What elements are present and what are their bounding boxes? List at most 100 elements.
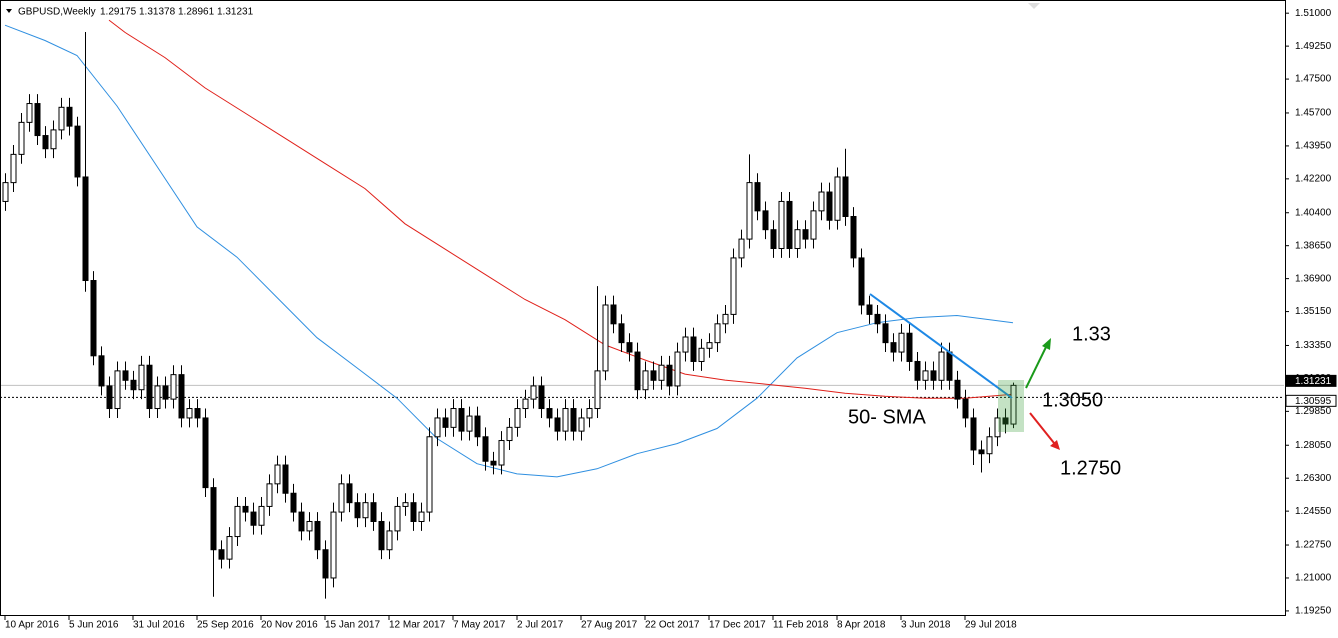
- candle-body: [514, 408, 521, 428]
- annotation: 1.33: [1072, 323, 1111, 345]
- x-tick-label: 31 Jul 2016: [133, 620, 185, 631]
- x-tick-label: 8 Apr 2018: [837, 620, 886, 631]
- candle-body: [674, 351, 681, 387]
- candle-body: [362, 502, 369, 519]
- candle-body: [10, 153, 17, 184]
- candle-body: [738, 238, 745, 259]
- candle-body: [466, 415, 473, 432]
- candle-body: [786, 200, 793, 250]
- candle-body: [2, 182, 9, 202]
- candle-body: [946, 351, 953, 381]
- candle-body: [834, 176, 841, 221]
- candle-body: [1002, 417, 1009, 425]
- y-tick-label: 1.19250: [1295, 606, 1332, 617]
- candle-body: [850, 216, 857, 259]
- candle-body: [546, 408, 553, 419]
- y-tick-label: 1.40400: [1295, 207, 1332, 218]
- candle-body: [642, 370, 649, 391]
- candle-body: [186, 408, 193, 419]
- candle-body: [746, 182, 753, 240]
- candle-body: [754, 182, 761, 212]
- candle-body: [626, 342, 633, 353]
- candle-body: [962, 398, 969, 419]
- candle-body: [594, 370, 601, 410]
- candle-body: [170, 374, 177, 400]
- up-arrow: [1025, 344, 1048, 389]
- price-label-box: [1285, 374, 1337, 387]
- candle-body: [50, 129, 57, 150]
- candle-body: [826, 191, 833, 221]
- price-label: 1.31231: [1295, 376, 1332, 387]
- x-tick-label: 17 Dec 2017: [709, 620, 766, 631]
- candle-body: [682, 336, 689, 353]
- candle-body: [794, 229, 801, 250]
- y-tick-label: 1.28050: [1295, 440, 1332, 451]
- candle-body: [690, 336, 697, 362]
- down-arrow-head: [1050, 440, 1060, 450]
- candle-body: [306, 520, 313, 532]
- candle-body: [506, 426, 513, 442]
- candle-body: [122, 370, 129, 381]
- candle-body: [986, 436, 993, 455]
- candle-body: [226, 536, 233, 560]
- candle-body: [98, 355, 105, 387]
- candle-body: [1010, 384, 1017, 425]
- candle-body: [194, 408, 201, 419]
- candle-body: [634, 351, 641, 391]
- candle-body: [234, 505, 241, 538]
- y-tick-label: 1.29850: [1295, 406, 1332, 417]
- y-tick-label: 1.35150: [1295, 306, 1332, 317]
- candle-body: [650, 370, 657, 381]
- candle-body: [106, 385, 113, 410]
- candle-body: [914, 360, 921, 381]
- y-tick-label: 1.45700: [1295, 108, 1332, 119]
- candle-body: [298, 511, 305, 532]
- candle-body: [882, 323, 889, 344]
- y-tick-label: 1.38650: [1295, 240, 1332, 251]
- trend-line: [869, 293, 1013, 399]
- candle-body: [978, 449, 985, 455]
- candle-body: [458, 408, 465, 432]
- candle-body: [138, 364, 145, 391]
- candle-body: [218, 549, 225, 560]
- candle-body: [954, 379, 961, 400]
- candle-body: [810, 210, 817, 240]
- candle-body: [66, 106, 73, 127]
- candle-body: [402, 502, 409, 507]
- candle-body: [618, 323, 625, 344]
- y-tick-label: 1.33350: [1295, 340, 1332, 351]
- up-arrow-head: [1042, 338, 1051, 350]
- down-arrow: [1029, 412, 1055, 444]
- annotation: 50- SMA: [848, 406, 926, 428]
- candle-body: [522, 398, 529, 410]
- candle-body: [290, 492, 297, 513]
- candle-body: [722, 313, 729, 325]
- candle-body: [114, 370, 121, 410]
- candle-body: [498, 440, 505, 466]
- candle-body: [378, 520, 385, 551]
- candle-body: [770, 229, 777, 250]
- candle-body: [426, 436, 433, 513]
- candle-body: [146, 364, 153, 410]
- plot: [1, 19, 1284, 599]
- candle-body: [338, 483, 345, 513]
- candle-body: [442, 417, 449, 428]
- candle-body: [266, 483, 273, 507]
- candle-body: [530, 385, 537, 400]
- y-tick-label: 1.22750: [1295, 540, 1332, 551]
- y-tick-label: 1.42200: [1295, 173, 1332, 184]
- y-tick-label: 1.49250: [1295, 41, 1332, 52]
- shift-marker: [1028, 3, 1040, 9]
- header-high: 1.31378: [139, 7, 176, 18]
- candle-body: [802, 229, 809, 240]
- candle-body: [602, 304, 609, 372]
- x-tick-label: 25 Sep 2016: [197, 620, 254, 631]
- candle-body: [42, 135, 49, 150]
- candle-body: [666, 364, 673, 387]
- candle-body: [346, 483, 353, 504]
- x-tick-label: 22 Oct 2017: [645, 620, 700, 631]
- candle-body: [82, 176, 89, 282]
- annotation: 1.2750: [1060, 457, 1121, 479]
- candle-body: [74, 125, 81, 178]
